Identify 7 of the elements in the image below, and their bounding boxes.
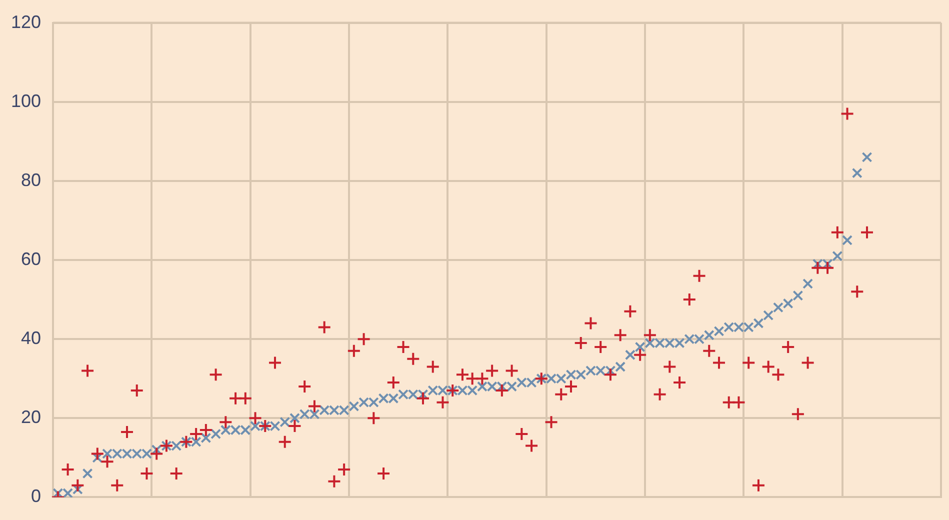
y-tick-label: 20 bbox=[20, 407, 41, 428]
y-tick-label: 60 bbox=[20, 248, 41, 269]
y-tick-label: 80 bbox=[20, 170, 41, 190]
y-tick-label: 40 bbox=[20, 328, 41, 348]
y-tick-label: 0 bbox=[30, 486, 41, 506]
y-tick-label: 120 bbox=[10, 12, 41, 32]
y-tick-label: 100 bbox=[10, 90, 41, 111]
